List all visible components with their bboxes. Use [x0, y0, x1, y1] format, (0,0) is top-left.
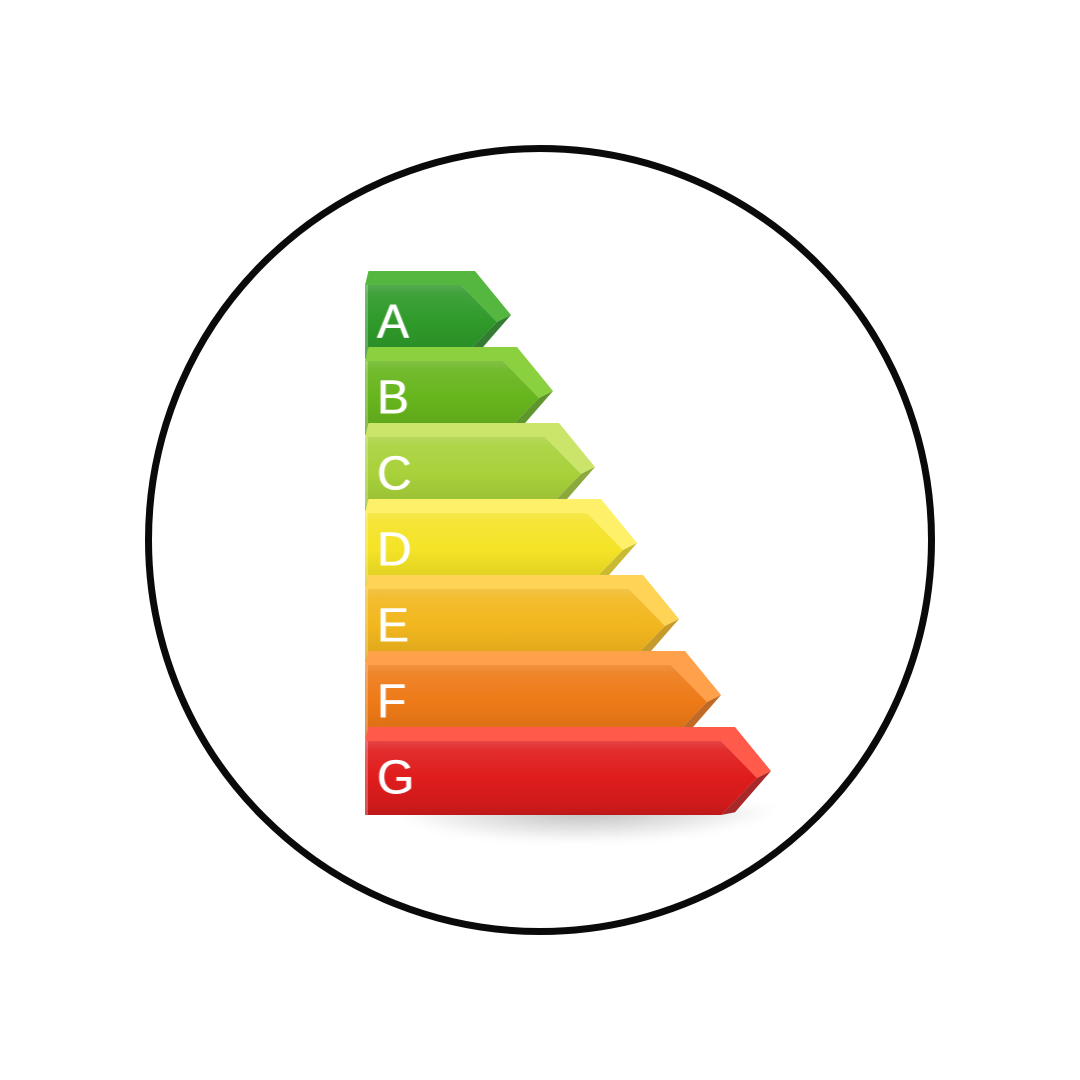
energy-band-c: C — [365, 437, 581, 511]
energy-band-label: E — [377, 599, 410, 654]
energy-band-a: A — [365, 285, 497, 359]
energy-band-b: B — [365, 361, 539, 435]
energy-band-label: B — [377, 371, 410, 426]
energy-band-label: A — [377, 295, 410, 350]
energy-rating-chart: ABCDEFG — [365, 285, 805, 815]
energy-band-e: E — [365, 589, 665, 663]
energy-band-label: G — [377, 751, 415, 806]
energy-band-label: F — [377, 675, 407, 730]
energy-band-f: F — [365, 665, 707, 739]
energy-rating-labels-layer: ABCDEFG — [365, 285, 777, 835]
energy-band-g: G — [365, 741, 757, 815]
energy-band-label: D — [377, 523, 413, 578]
energy-band-label: C — [377, 447, 413, 502]
energy-band-d: D — [365, 513, 623, 587]
